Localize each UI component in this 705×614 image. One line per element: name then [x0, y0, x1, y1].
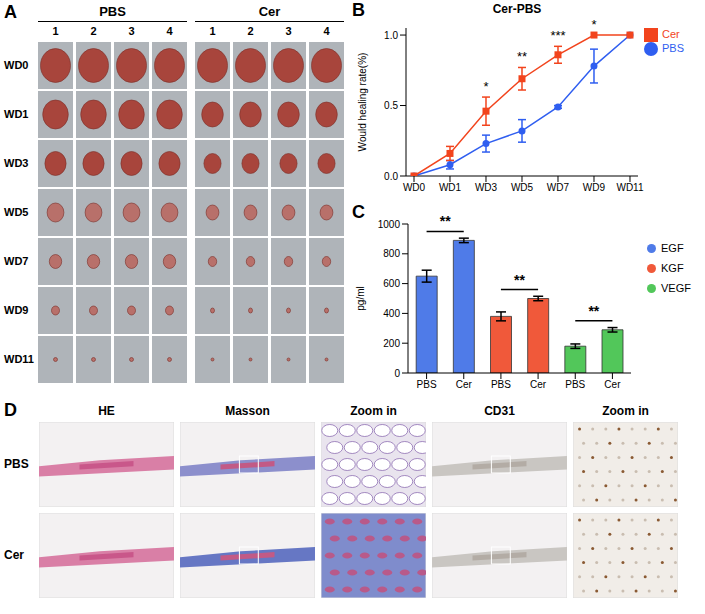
svg-text:1000: 1000	[378, 219, 401, 230]
svg-text:WD9: WD9	[583, 182, 606, 193]
html-text:1: 1	[209, 25, 216, 37]
html-text:PBS: PBS	[4, 456, 29, 471]
html-text:C: C	[352, 202, 365, 222]
svg-text:0.5: 0.5	[384, 100, 398, 111]
svg-text:Cer: Cer	[604, 379, 621, 390]
svg-text:**: **	[517, 49, 527, 64]
svg-text:0: 0	[394, 368, 400, 379]
svg-text:0.0: 0.0	[384, 171, 398, 182]
html-text:D: D	[4, 400, 17, 420]
html-text:WD1: WD1	[4, 107, 29, 120]
svg-text:WD3: WD3	[475, 182, 498, 193]
html-text:3: 3	[128, 25, 135, 37]
html-text:Cer: Cer	[4, 547, 24, 562]
html-text:WD5: WD5	[4, 205, 29, 218]
svg-text:Cer: Cer	[530, 379, 547, 390]
html-text:WD3: WD3	[4, 156, 29, 169]
html-text:A: A	[4, 2, 17, 22]
svg-text:200: 200	[383, 338, 400, 349]
svg-text:1.0: 1.0	[384, 30, 398, 41]
svg-text:WD7: WD7	[547, 182, 570, 193]
svg-text:*: *	[483, 79, 488, 94]
html-text:WD0: WD0	[4, 58, 29, 71]
html-text:B: B	[352, 0, 365, 20]
svg-text:800: 800	[383, 248, 400, 259]
html-text:Cer-PBS: Cer-PBS	[492, 2, 542, 16]
svg-text:*: *	[591, 18, 596, 32]
svg-text:**: **	[440, 213, 451, 229]
html-text:Cer: Cer	[258, 4, 281, 19]
html-text:EGF: EGF	[661, 242, 684, 254]
svg-text:WD0: WD0	[403, 182, 426, 193]
html-text:Zoom in: Zoom in	[350, 404, 397, 418]
html-text:PBS: PBS	[99, 4, 126, 19]
svg-text:Cer: Cer	[456, 379, 473, 390]
svg-text:pg/ml: pg/ml	[355, 286, 366, 310]
svg-text:WD11: WD11	[616, 182, 643, 193]
html-text:2: 2	[90, 25, 97, 37]
html-text:4: 4	[323, 25, 330, 37]
html-text:2: 2	[247, 25, 254, 37]
html-text:1: 1	[52, 25, 59, 37]
html-text:Zoom in: Zoom in	[602, 404, 649, 418]
html-text:PBS: PBS	[662, 42, 684, 55]
svg-text:**: **	[514, 272, 525, 288]
svg-text:WD5: WD5	[511, 182, 534, 193]
svg-text:600: 600	[383, 278, 400, 289]
html-text:4: 4	[166, 25, 173, 37]
html-text:WD11: WD11	[4, 352, 34, 365]
svg-text:PBS: PBS	[491, 379, 511, 390]
html-text:KGF: KGF	[661, 262, 684, 274]
svg-text:WD1: WD1	[439, 182, 462, 193]
html-text:VEGF: VEGF	[661, 282, 691, 294]
html-text:Masson: Masson	[225, 404, 270, 418]
svg-text:PBS: PBS	[565, 379, 585, 390]
html-text:WD9: WD9	[4, 303, 29, 316]
html-text:CD31: CD31	[484, 404, 515, 418]
html-text:WD7: WD7	[4, 254, 29, 267]
html-text:HE: HE	[98, 404, 115, 418]
svg-text:PBS: PBS	[417, 379, 437, 390]
svg-text:400: 400	[383, 308, 400, 319]
html-text:3: 3	[285, 25, 292, 37]
svg-text:**: **	[588, 303, 599, 319]
svg-text:***: ***	[550, 28, 565, 43]
svg-text:Would healing rate(%): Would healing rate(%)	[357, 53, 368, 152]
html-text:Cer: Cer	[662, 28, 680, 40]
